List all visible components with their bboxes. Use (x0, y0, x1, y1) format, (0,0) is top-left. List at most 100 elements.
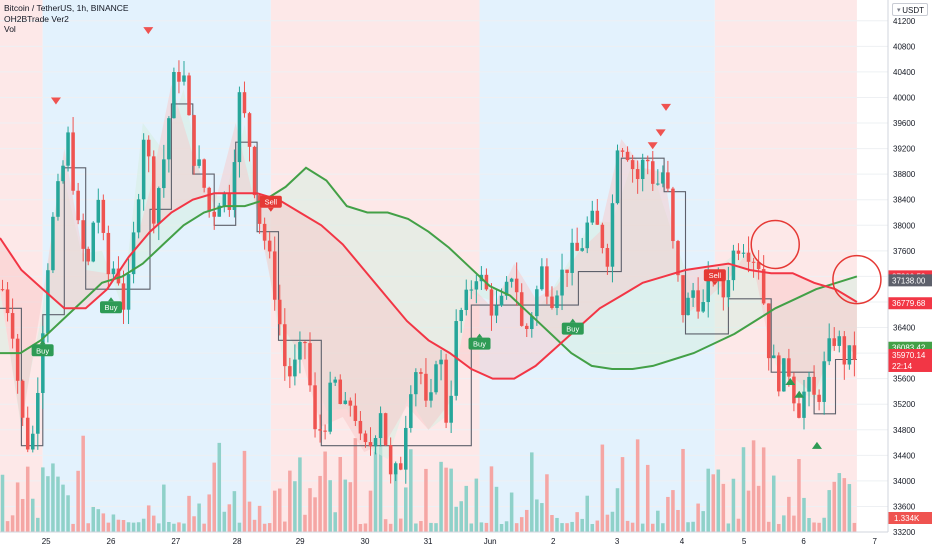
candle-body (847, 345, 852, 365)
candle-body (187, 75, 191, 116)
candle-body (832, 338, 837, 346)
candle-body (726, 280, 731, 298)
currency-selector[interactable]: ▾ USDT (892, 3, 928, 16)
candle-body (131, 232, 136, 275)
volume-bar (157, 523, 161, 532)
price-marker (888, 297, 932, 310)
candle-body (469, 289, 474, 291)
volume-bar (182, 523, 186, 532)
volume-bar (298, 457, 302, 532)
candle-body (540, 266, 544, 290)
candle-body (252, 146, 257, 196)
volume-bar (620, 457, 625, 532)
volume-bar (439, 461, 443, 532)
symbol-title[interactable]: Bitcoin / TetherUS, 1h, BINANCE (4, 3, 129, 13)
candle-body (71, 132, 75, 191)
price-tick-label: 40400 (893, 68, 916, 77)
candle-body (565, 269, 569, 273)
price-marker-label: 36779.68 (892, 299, 926, 308)
volume-bar (126, 522, 131, 532)
volume-bar (429, 522, 433, 532)
volume-bar (555, 517, 559, 532)
candle-body (741, 252, 746, 254)
candle-body (812, 376, 816, 395)
candle-body (111, 268, 116, 275)
volume-bar (661, 523, 665, 532)
volume-bar (514, 523, 519, 532)
sell-triangle-icon (655, 129, 666, 137)
candle-body (746, 252, 751, 262)
volume-bar (5, 521, 10, 532)
candle-body (494, 305, 499, 316)
price-marker (888, 359, 932, 372)
volume-bar (368, 490, 373, 532)
candle-body (25, 417, 30, 450)
candle-body (414, 372, 418, 395)
volume-bar (338, 457, 343, 532)
indicator-title[interactable]: OH2BTrade Ver2 (4, 13, 69, 24)
candle-body (595, 210, 600, 225)
time-tick-label: 2 (551, 537, 556, 546)
volume-bar (424, 468, 428, 532)
candle-body (358, 420, 363, 434)
sell-badge (259, 195, 282, 208)
volume-bar (691, 521, 695, 532)
volume-bar (469, 523, 474, 532)
volume-bar (141, 518, 146, 532)
sell-triangle-icon (647, 142, 658, 150)
volume-bar (66, 495, 70, 532)
candle-body (575, 242, 579, 251)
volume-bar (807, 518, 811, 532)
price-tick-label: 36400 (893, 324, 916, 333)
candle-body (545, 266, 549, 297)
volume-bar (681, 448, 685, 532)
candle-body (555, 295, 559, 308)
price-tick-label: 33600 (893, 502, 916, 511)
volume-bar (635, 439, 640, 532)
volume-bar (444, 467, 448, 532)
signal-markers: Buy Buy Buy Buy Sell Sell (31, 27, 822, 449)
candle-body (444, 359, 448, 423)
volume-bar (328, 480, 332, 532)
volume-bar (817, 522, 821, 532)
buy-triangle-icon (811, 441, 822, 449)
candle-body (46, 270, 50, 334)
volume-bar (267, 523, 272, 532)
buy-arrow-icon (39, 340, 46, 345)
volume-marker (888, 512, 932, 524)
price-tick-label: 35200 (893, 400, 916, 409)
trend-lines (0, 166, 858, 380)
chevron-down-icon: ▾ (897, 7, 901, 14)
volume-bar (751, 440, 756, 532)
candle-body (429, 392, 433, 401)
price-tick-label: 37600 (893, 247, 916, 256)
volume-bar (363, 523, 368, 532)
volume-bar (454, 506, 458, 532)
candle-body (651, 161, 655, 184)
sell-triangle-icon (143, 27, 154, 35)
candle-body (86, 248, 90, 262)
candle-body (676, 241, 680, 276)
volume-bar (172, 523, 176, 532)
volume-bar (540, 503, 544, 532)
candle-body (15, 338, 20, 381)
volume-bar (242, 450, 247, 532)
candle-body (404, 427, 408, 470)
volume-bar (827, 490, 831, 532)
volume-bar (20, 498, 25, 532)
candle-body (106, 232, 111, 275)
candle-body (635, 169, 640, 180)
volume-bar (303, 514, 307, 532)
candle-body (393, 463, 398, 475)
volume-bar (474, 478, 479, 532)
volume-bar (459, 501, 463, 532)
volume-title[interactable]: Vol (4, 24, 16, 34)
volume-bar (656, 510, 660, 532)
candle-body (736, 250, 741, 254)
volume-bar (373, 438, 378, 532)
candle-body (308, 343, 312, 386)
candle-body (605, 248, 610, 267)
buy-arrow-icon (108, 297, 114, 302)
candle-body (242, 92, 247, 114)
